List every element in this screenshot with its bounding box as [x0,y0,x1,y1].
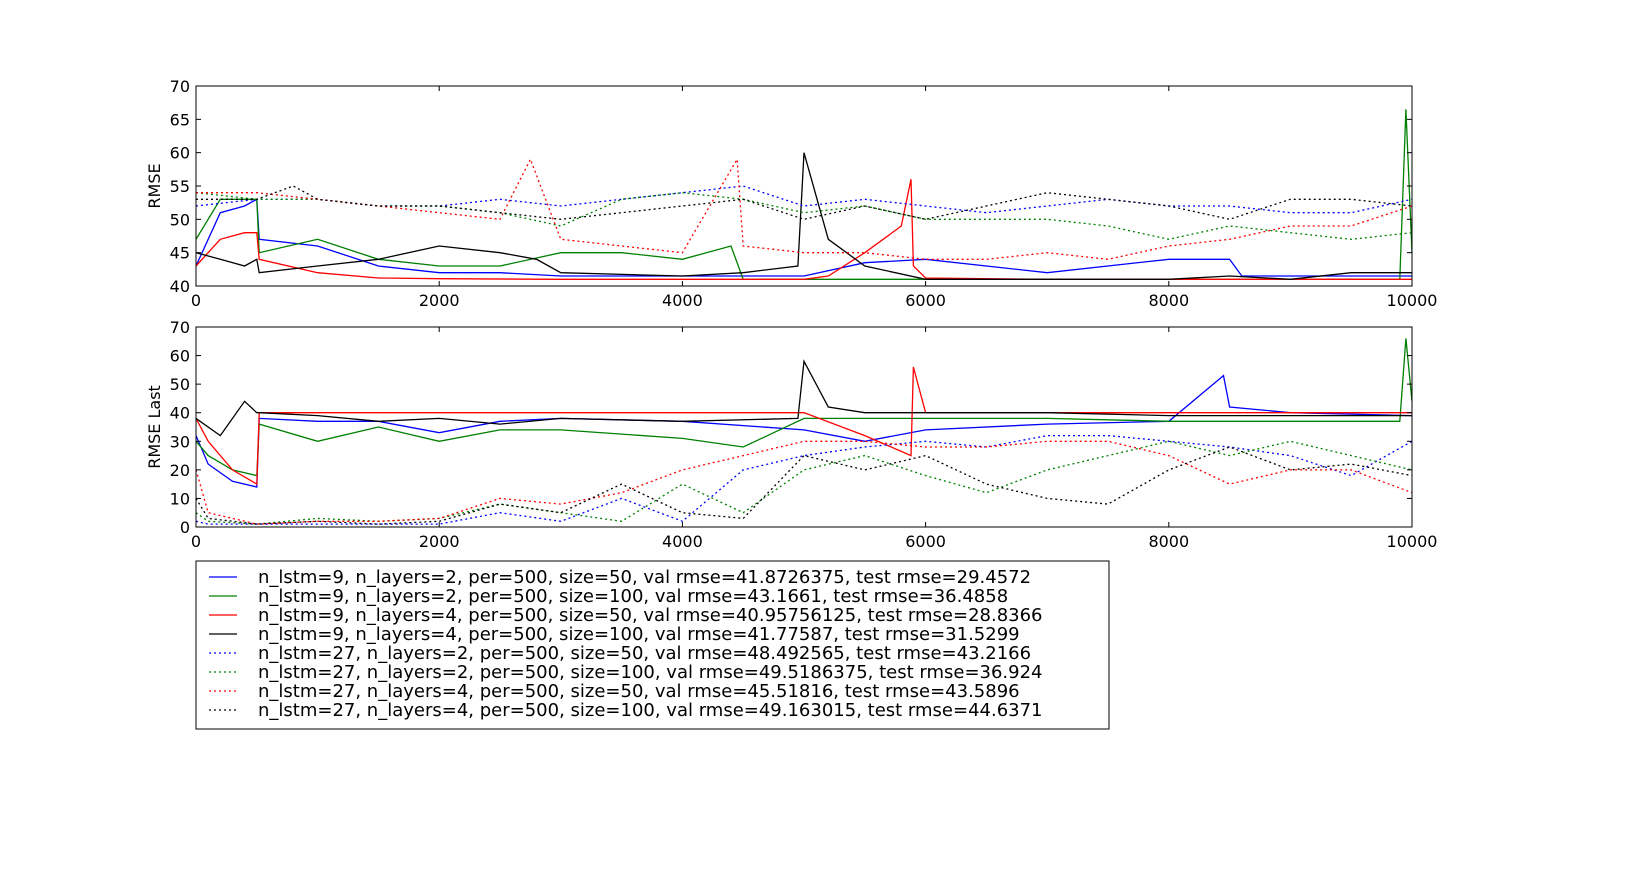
top-xtick-label: 8000 [1148,291,1189,310]
top-xtick-label: 4000 [662,291,703,310]
bottom-ytick-label: 50 [170,375,190,394]
bottom-xtick-label: 10000 [1387,532,1438,551]
legend-entry-1: n_lstm=9, n_layers=2, per=500, size=50, … [258,567,1031,588]
bottom-ytick-label: 30 [170,432,190,451]
top-series-line-6 [196,192,1412,240]
bottom-series-line-4 [196,359,1412,437]
bottom-series-line-8 [196,446,1412,525]
bottom-series-line-1 [196,374,1412,488]
top-series-line-1 [196,198,1412,277]
top-xtick-label: 2000 [419,291,460,310]
top-ylabel: RMSE [145,163,164,208]
bottom-xtick-label: 8000 [1148,532,1189,551]
bottom-ytick-label: 70 [170,318,190,337]
legend-entry-2: n_lstm=9, n_layers=2, per=500, size=100,… [258,586,1008,607]
legend-items: n_lstm=9, n_layers=2, per=500, size=50, … [209,567,1043,721]
top-xtick-label: 0 [191,291,201,310]
bottom-axis-ticks: 0 2000 4000 6000 8000 10000 0 10 20 30 40 50 60 70 [170,318,1438,551]
top-panel: 0 2000 4000 6000 8000 10000 40 45 50 55 60 65 70 RMS… [145,77,1437,310]
top-ytick-label: 65 [170,110,190,129]
legend-entry-7: n_lstm=27, n_layers=4, per=500, size=50,… [258,681,1020,702]
top-series-line-5 [196,185,1412,214]
top-series-lines [196,109,1412,280]
bottom-xtick-label: 0 [191,532,201,551]
top-ytick-label: 40 [170,277,190,296]
legend-frame [195,560,1110,730]
bottom-xtick-label: 4000 [662,532,703,551]
legend-entry-4: n_lstm=9, n_layers=4, per=500, size=100,… [258,624,1020,645]
bottom-ytick-label: 20 [170,461,190,480]
bottom-xtick-label: 6000 [905,532,946,551]
bottom-series-lines [196,338,1412,525]
bottom-panel: 0 2000 4000 6000 8000 10000 0 10 20 30 40 50 60 70 RM… [145,318,1437,551]
bottom-xtick-label: 2000 [419,532,460,551]
legend: n_lstm=9, n_layers=2, per=500, size=50, … [195,560,1110,730]
top-ytick-label: 55 [170,177,190,196]
bottom-ylabel: RMSE Last [145,385,164,469]
top-series-line-4 [196,152,1412,280]
top-series-line-7 [196,157,1412,260]
top-plot-frame [195,85,1413,287]
top-ytick-label: 70 [170,77,190,96]
top-axis-ticks: 0 2000 4000 6000 8000 10000 40 45 50 55 60 65 70 [170,77,1438,310]
legend-entry-5: n_lstm=27, n_layers=2, per=500, size=50,… [258,643,1031,664]
bottom-ytick-label: 10 [170,489,190,508]
bottom-series-line-3 [196,366,1412,486]
top-xtick-label: 6000 [905,291,946,310]
top-series-line-3 [196,179,1412,280]
bottom-ytick-label: 60 [170,347,190,366]
top-series-line-2 [196,109,1412,280]
bottom-ytick-label: 0 [180,518,190,537]
top-ytick-label: 60 [170,144,190,163]
bottom-plot-frame [195,326,1413,528]
bottom-ytick-label: 40 [170,404,190,423]
bottom-series-line-7 [196,440,1412,525]
legend-entry-8: n_lstm=27, n_layers=4, per=500, size=100… [258,700,1043,721]
bottom-series-line-5 [196,434,1412,525]
top-ytick-label: 50 [170,210,190,229]
legend-entry-6: n_lstm=27, n_layers=2, per=500, size=100… [258,662,1043,683]
bottom-series-line-6 [196,440,1412,525]
top-ytick-label: 45 [170,244,190,263]
legend-entry-3: n_lstm=9, n_layers=4, per=500, size=50, … [258,605,1043,626]
top-xtick-label: 10000 [1387,291,1438,310]
top-series-line-8 [196,185,1412,220]
